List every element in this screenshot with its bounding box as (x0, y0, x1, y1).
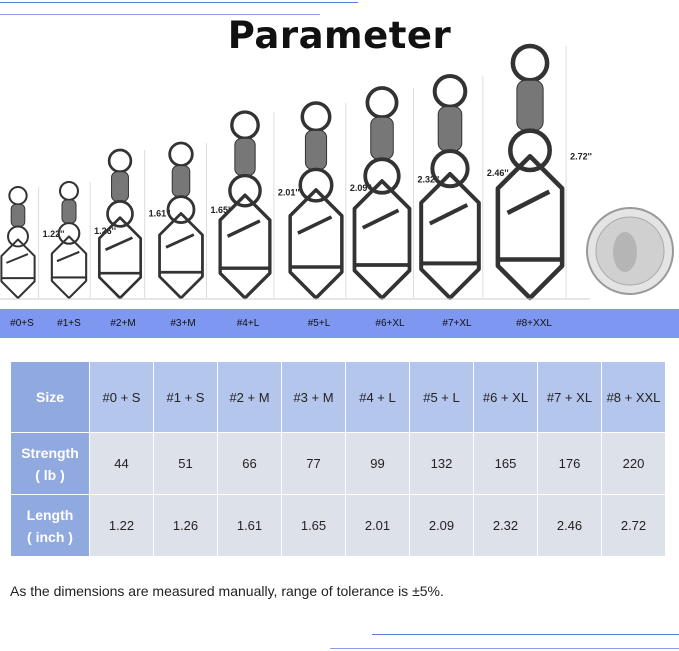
length-cell: 1.65 (281, 494, 346, 557)
band-size-label: #6+XL (375, 318, 405, 329)
quarter-coin-icon (586, 207, 674, 295)
decor-line (372, 634, 679, 635)
strength-cell: 44 (89, 432, 154, 495)
band-size-label: #4+L (236, 318, 260, 329)
label-unit: ( lb ) (35, 466, 65, 483)
size-cell: #6 + XL (473, 361, 538, 433)
strength-cell: 99 (345, 432, 410, 495)
size-band: #0+S #1+S #2+M #3+M #4+L #5+L #6+XL #7+XL #8+XXL (0, 309, 679, 338)
table-header-row: Size #0 + S #1 + S #2 + M #3 + M #4 + L #5 + … (10, 361, 666, 433)
length-label: 2.32'' (418, 175, 440, 185)
strength-cell: 176 (537, 432, 602, 495)
length-cell: 1.61 (217, 494, 282, 557)
size-cell: #5 + L (409, 361, 474, 433)
size-cell: #3 + M (281, 361, 346, 433)
snap-swivel-icon: 2.72'' (495, 43, 592, 301)
length-cell: 1.26 (153, 494, 218, 557)
decor-line (0, 14, 320, 15)
band-size-label: #2+M (110, 318, 136, 329)
length-label: 1.61'' (149, 209, 171, 219)
label-line: Strength (21, 444, 79, 461)
size-cell: #4 + L (345, 361, 410, 433)
length-label: 2.46'' (487, 168, 509, 178)
length-cell: 2.46 (537, 494, 602, 557)
snap-swivel-icon: 2.01'' (218, 110, 300, 300)
size-cell: #2 + M (217, 361, 282, 433)
size-cell: #8 + XXL (601, 361, 666, 433)
band-size-label: #5+L (307, 318, 331, 329)
decor-line (330, 648, 679, 649)
length-cell: 2.72 (601, 494, 666, 557)
length-cell: 2.01 (345, 494, 410, 557)
length-label: 1.22'' (43, 229, 65, 239)
strength-cell: 165 (473, 432, 538, 495)
length-cell: 2.32 (473, 494, 538, 557)
size-cell: #1 + S (153, 361, 218, 433)
snap-swivel-icon: 2.46'' (419, 74, 509, 300)
band-size-label: #0+S (10, 318, 34, 329)
snap-swivel-icon: 1.65'' (158, 141, 232, 300)
strength-cell: 66 (217, 432, 282, 495)
band-size-label: #8+XXL (516, 318, 552, 329)
strength-cell: 51 (153, 432, 218, 495)
length-label: 2.72'' (570, 151, 592, 161)
size-cell: #7 + XL (537, 361, 602, 433)
decor-line (0, 2, 358, 3)
product-figure: 1.22'' 1.26'' 1.61'' 1.65'' 2.01'' 2.09'' 2.32… (0, 43, 674, 301)
row-label-size: Size (10, 361, 90, 433)
row-label-strength: Strength ( lb ) (10, 432, 90, 495)
snap-swivel-icon: 1.22'' (0, 186, 65, 299)
table-row-length: Length( inch ) 1.22 1.26 1.61 1.65 2.01 2.09 2… (10, 494, 666, 557)
size-cell: #0 + S (89, 361, 154, 433)
snap-swivel-icon: 1.26'' (50, 180, 116, 300)
strength-cell: 220 (601, 432, 666, 495)
tolerance-note: As the dimensions are measured manually,… (10, 583, 444, 599)
length-label: 2.09'' (350, 183, 372, 193)
strength-cell: 77 (281, 432, 346, 495)
band-size-label: #3+M (170, 318, 196, 329)
length-cell: 2.09 (409, 494, 474, 557)
band-size-label: #7+XL (442, 318, 472, 329)
label-line: Length (26, 506, 74, 523)
length-label: 2.01'' (278, 188, 300, 198)
strength-cell: 132 (409, 432, 474, 495)
length-label: 1.65'' (210, 205, 232, 215)
page-title: Parameter (227, 14, 452, 57)
length-cell: 1.22 (89, 494, 154, 557)
snap-swivel-icon: 2.32'' (352, 86, 440, 300)
row-label-length: Length ( inch ) (10, 494, 90, 557)
snap-swivel-icon: 2.09'' (288, 101, 372, 300)
snap-swivel-icon: 1.61'' (97, 148, 171, 300)
label-unit: ( inch ) (27, 528, 73, 545)
table-row-strength: Strength ( lb ) 44 51 66 77 99 132 165 176 220 (10, 432, 666, 495)
band-size-label: #1+S (57, 318, 81, 329)
parameter-table: Size #0 + S #1 + S #2 + M #3 + M #4 + L #5 + … (10, 361, 666, 557)
